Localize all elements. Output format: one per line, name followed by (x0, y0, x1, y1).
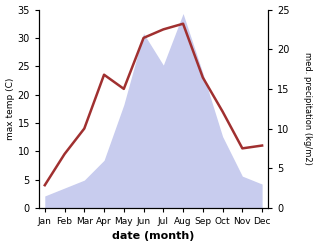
Y-axis label: med. precipitation (kg/m2): med. precipitation (kg/m2) (303, 52, 313, 165)
X-axis label: date (month): date (month) (112, 231, 195, 242)
Y-axis label: max temp (C): max temp (C) (5, 78, 15, 140)
